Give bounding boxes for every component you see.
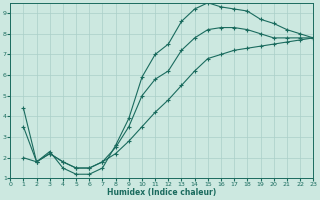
X-axis label: Humidex (Indice chaleur): Humidex (Indice chaleur)	[107, 188, 216, 197]
